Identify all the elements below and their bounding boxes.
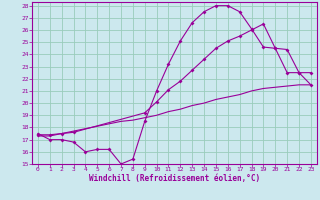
X-axis label: Windchill (Refroidissement éolien,°C): Windchill (Refroidissement éolien,°C) — [89, 174, 260, 183]
